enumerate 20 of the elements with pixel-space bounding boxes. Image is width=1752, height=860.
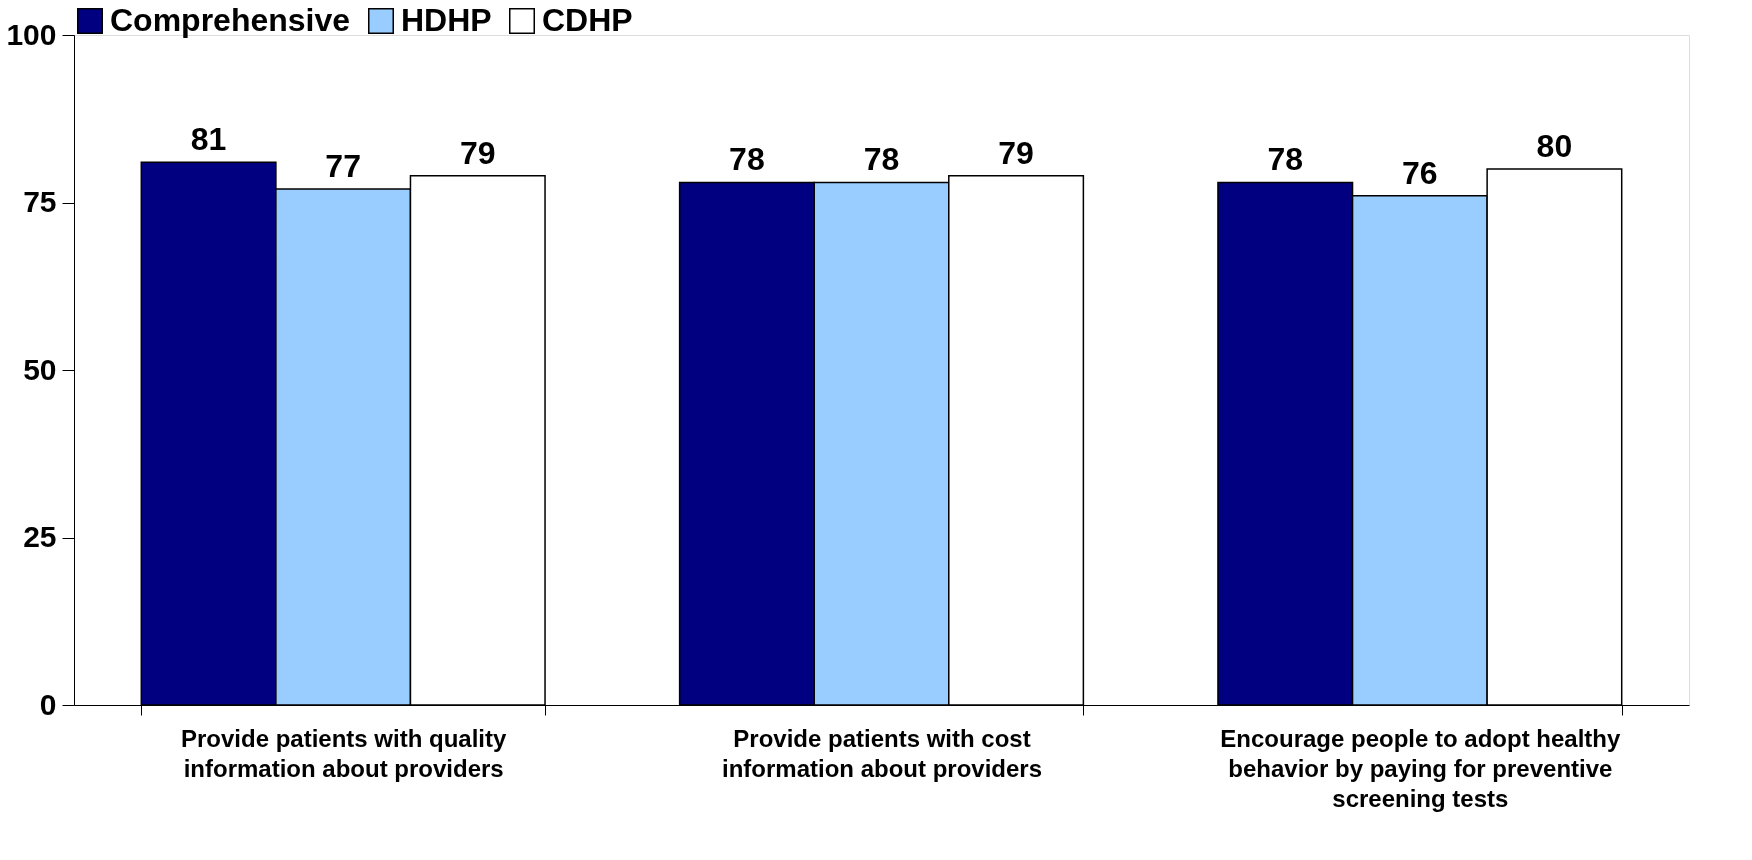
data-label: 78 <box>1267 141 1304 178</box>
legend-label: CDHP <box>542 2 633 38</box>
legend-label: Comprehensive <box>110 2 351 38</box>
data-label: 80 <box>1536 128 1573 164</box>
x-tick-label: Encourage people to adopt healthy behavior by paying for preventive screening tests <box>1220 724 1622 812</box>
x-tick-label: Provide patients with quality information about providers <box>180 724 508 782</box>
data-label: 77 <box>325 148 361 185</box>
legend-label: HDHP <box>401 2 492 38</box>
y-tick-label: 50 <box>23 352 57 386</box>
x-tick-label: Provide patients with cost information about providers <box>721 724 1043 782</box>
data-label: 79 <box>998 134 1034 171</box>
data-label: 78 <box>729 141 765 178</box>
y-tick-label: 25 <box>23 520 57 553</box>
y-tick-label: 75 <box>23 185 57 218</box>
data-label: 79 <box>459 134 496 171</box>
data-label: 78 <box>863 141 900 178</box>
y-tick-label: 100 <box>6 17 57 51</box>
data-label: 81 <box>190 121 227 158</box>
data-label: 76 <box>1402 154 1438 191</box>
y-tick-label: 0 <box>39 687 57 721</box>
